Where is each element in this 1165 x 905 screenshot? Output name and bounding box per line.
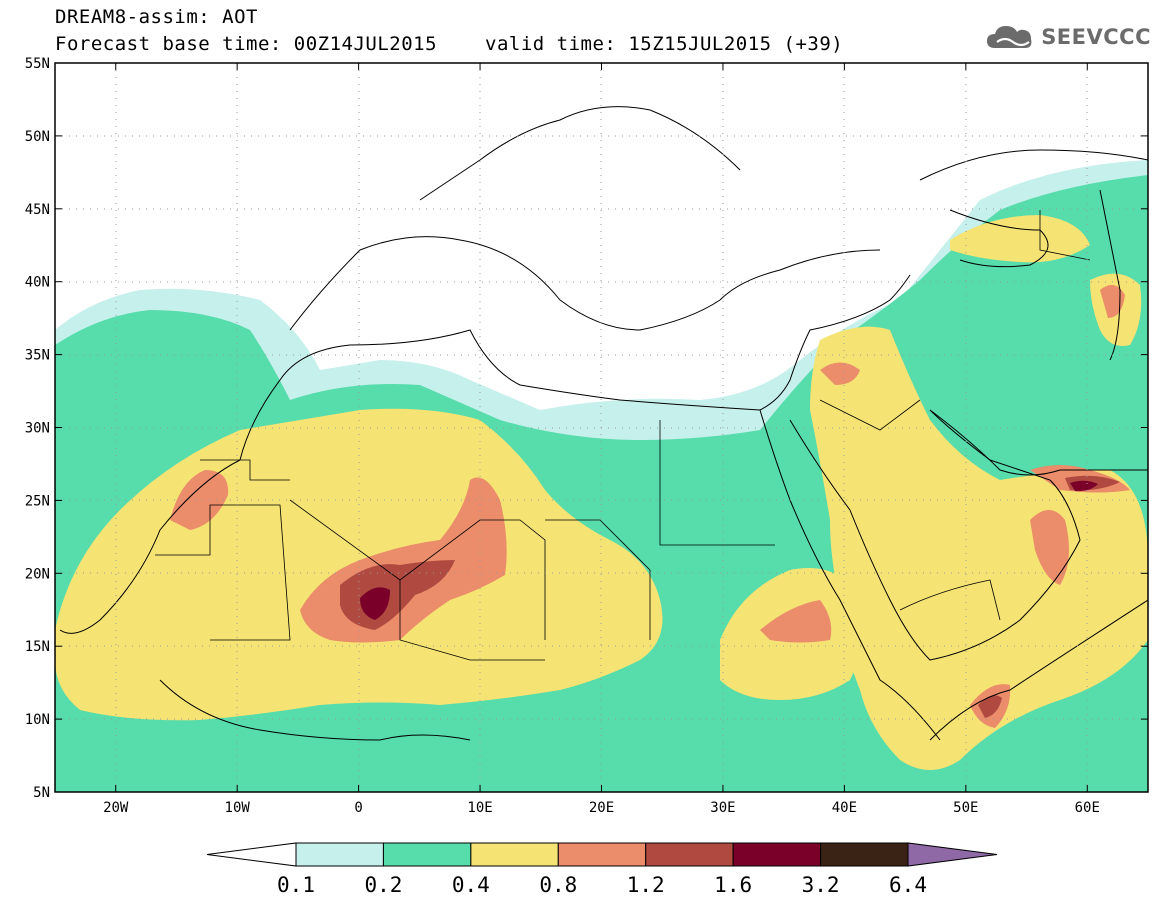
colorbar-label: 1.2 — [627, 873, 665, 897]
colorbar-swatch — [820, 842, 909, 867]
y-tick-label: 45N — [25, 202, 50, 218]
time-info: Forecast base time: 00Z14JUL2015 valid ti… — [55, 33, 843, 55]
map-title: DREAM8-assim: AOT — [55, 6, 258, 28]
y-tick-label: 20N — [25, 566, 50, 582]
y-tick-label: 40N — [25, 275, 50, 291]
axis-ticks: 20W 10W 0 10E 20E 30E 40E 50E 60E 55N 50N 45N 40N 35N… — [25, 56, 1148, 816]
x-tick-label: 20E — [589, 800, 614, 816]
x-tick-label: 40E — [832, 800, 857, 816]
colorbar-label: 0.2 — [364, 873, 402, 897]
seevccc-logo: SEEVCCC — [985, 22, 1151, 52]
colorbar-low-arrow — [206, 842, 297, 867]
x-tick-label: 0 — [354, 800, 362, 816]
colorbar-label: 0.8 — [539, 873, 577, 897]
colorbar-swatch — [470, 842, 559, 867]
colorbar-label: 3.2 — [802, 873, 840, 897]
x-tick-label: 60E — [1075, 800, 1100, 816]
x-tick-label: 20W — [103, 800, 129, 816]
coastlines — [59, 106, 1148, 741]
borders — [155, 210, 1091, 661]
colorbar-label: 1.6 — [714, 873, 752, 897]
x-tick-label: 50E — [953, 800, 978, 816]
colorbar-swatch — [645, 842, 734, 867]
colorbar: 0.1 0.2 0.4 0.8 1.2 1.6 3.2 6.4 — [206, 842, 998, 897]
colorbar-swatch — [382, 842, 472, 867]
colorbar-high-arrow — [907, 842, 998, 867]
y-tick-label: 15N — [25, 639, 50, 655]
colorbar-label: 0.4 — [452, 873, 490, 897]
y-tick-label: 25N — [25, 493, 50, 509]
y-tick-label: 30N — [25, 421, 50, 437]
valid-time: valid time: 15Z15JUL2015 (+39) — [485, 33, 844, 55]
base-time: Forecast base time: 00Z14JUL2015 — [55, 33, 438, 55]
y-tick-label: 50N — [25, 129, 50, 145]
colorbar-swatch — [557, 842, 647, 867]
x-tick-label: 10W — [225, 800, 251, 816]
logo-text: SEEVCCC — [1041, 25, 1151, 49]
y-tick-label: 35N — [25, 348, 50, 364]
colorbar-label: 6.4 — [889, 873, 927, 897]
cloud-icon — [987, 26, 1032, 48]
colorbar-label: 0.1 — [277, 873, 315, 897]
y-tick-label: 5N — [33, 785, 50, 801]
colorbar-swatch — [295, 842, 384, 867]
x-tick-label: 10E — [467, 800, 492, 816]
graticule — [55, 63, 1148, 792]
colorbar-swatch — [732, 842, 822, 867]
y-tick-label: 10N — [25, 712, 50, 728]
x-tick-label: 30E — [710, 800, 735, 816]
y-tick-label: 55N — [25, 56, 50, 72]
